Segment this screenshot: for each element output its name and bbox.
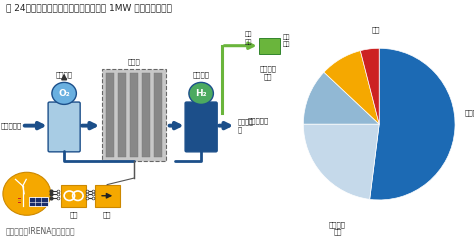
FancyBboxPatch shape — [259, 38, 280, 54]
Wedge shape — [303, 72, 379, 124]
Bar — [18, 200, 21, 201]
Text: 其他: 其他 — [371, 27, 380, 33]
Bar — [95, 185, 119, 207]
Text: 水循环系统: 水循环系统 — [0, 122, 22, 129]
Text: 变压: 变压 — [69, 212, 78, 218]
Bar — [154, 73, 163, 157]
Text: 电解槽: 电解槽 — [464, 109, 474, 116]
Text: 水循环系统: 水循环系统 — [248, 117, 269, 124]
Text: 图 24：电解水制氢系统及成本构成（以 1MW 系统进行测算）: 图 24：电解水制氢系统及成本构成（以 1MW 系统进行测算） — [6, 4, 172, 13]
Wedge shape — [360, 48, 379, 124]
Text: O₂: O₂ — [58, 89, 70, 98]
Text: 氢气分离: 氢气分离 — [192, 72, 210, 79]
Circle shape — [52, 82, 76, 104]
Text: 电力转换
模块: 电力转换 模块 — [329, 221, 346, 235]
Text: 提纯: 提纯 — [245, 31, 252, 37]
Bar — [142, 73, 150, 157]
Text: 整流: 整流 — [103, 212, 111, 218]
Bar — [18, 202, 21, 203]
Bar — [106, 73, 114, 157]
Text: 氧气分离: 氧气分离 — [55, 72, 73, 79]
Bar — [61, 185, 86, 207]
Wedge shape — [324, 51, 379, 124]
Circle shape — [189, 82, 213, 104]
FancyBboxPatch shape — [185, 102, 217, 152]
Text: 压缩
运输: 压缩 运输 — [283, 34, 290, 47]
Bar — [28, 197, 47, 206]
Bar — [130, 73, 138, 157]
Text: 电解槽: 电解槽 — [128, 58, 140, 65]
FancyBboxPatch shape — [48, 102, 80, 152]
Text: 干燥: 干燥 — [245, 39, 252, 45]
Text: H₂: H₂ — [195, 89, 207, 98]
FancyBboxPatch shape — [102, 69, 166, 161]
Text: 水循环系
统: 水循环系 统 — [237, 119, 254, 133]
Bar — [18, 198, 21, 199]
Text: 数据来源：IRENA，东北证券: 数据来源：IRENA，东北证券 — [6, 226, 75, 235]
Text: 氢气处理
系统: 氢气处理 系统 — [260, 66, 277, 80]
Circle shape — [3, 172, 51, 215]
Bar — [118, 73, 126, 157]
Wedge shape — [303, 124, 379, 199]
Wedge shape — [370, 48, 455, 200]
